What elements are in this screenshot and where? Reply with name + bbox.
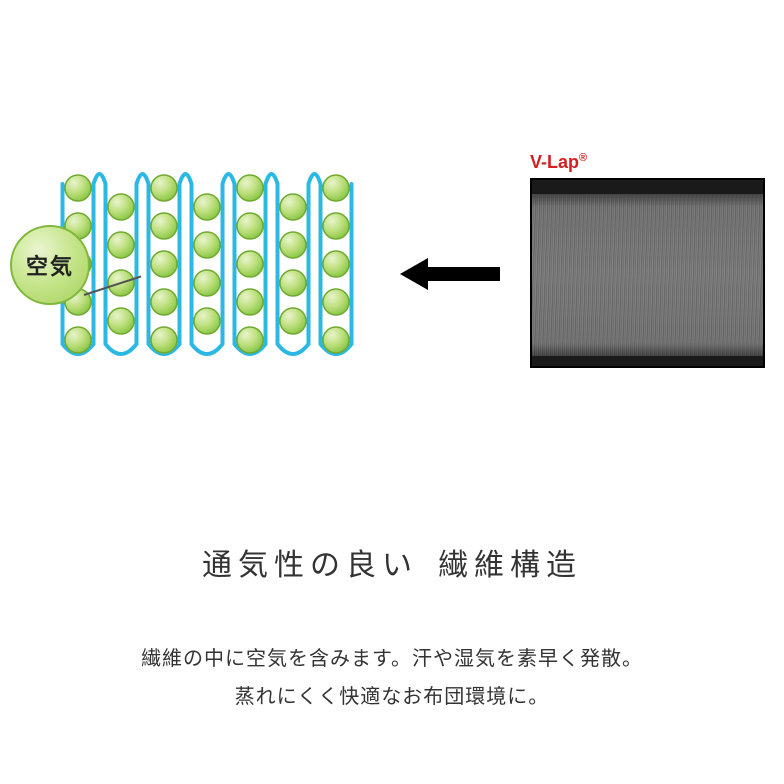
air-bubble: 空気 <box>10 225 90 305</box>
section-heading: 通気性の良い繊維構造 <box>0 540 784 584</box>
vlap-fiber-texture <box>532 194 763 356</box>
vlap-label: V-Lap® <box>530 152 587 173</box>
air-label: 空気 <box>26 249 74 281</box>
fiber-structure-diagram <box>50 170 380 380</box>
vlap-material-photo <box>530 178 765 368</box>
section-description: 繊維の中に空気を含みます。汗や湿気を素早く発散。 蒸れにくく快適なお布団環境に。 <box>0 640 784 716</box>
arrow-left-icon <box>400 258 500 288</box>
diagram-area: 空気 V-Lap® <box>0 140 784 420</box>
